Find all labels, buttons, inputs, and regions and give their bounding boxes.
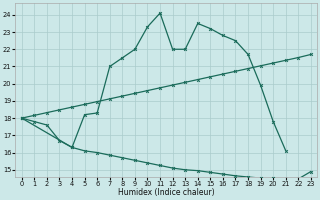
X-axis label: Humidex (Indice chaleur): Humidex (Indice chaleur): [118, 188, 215, 197]
